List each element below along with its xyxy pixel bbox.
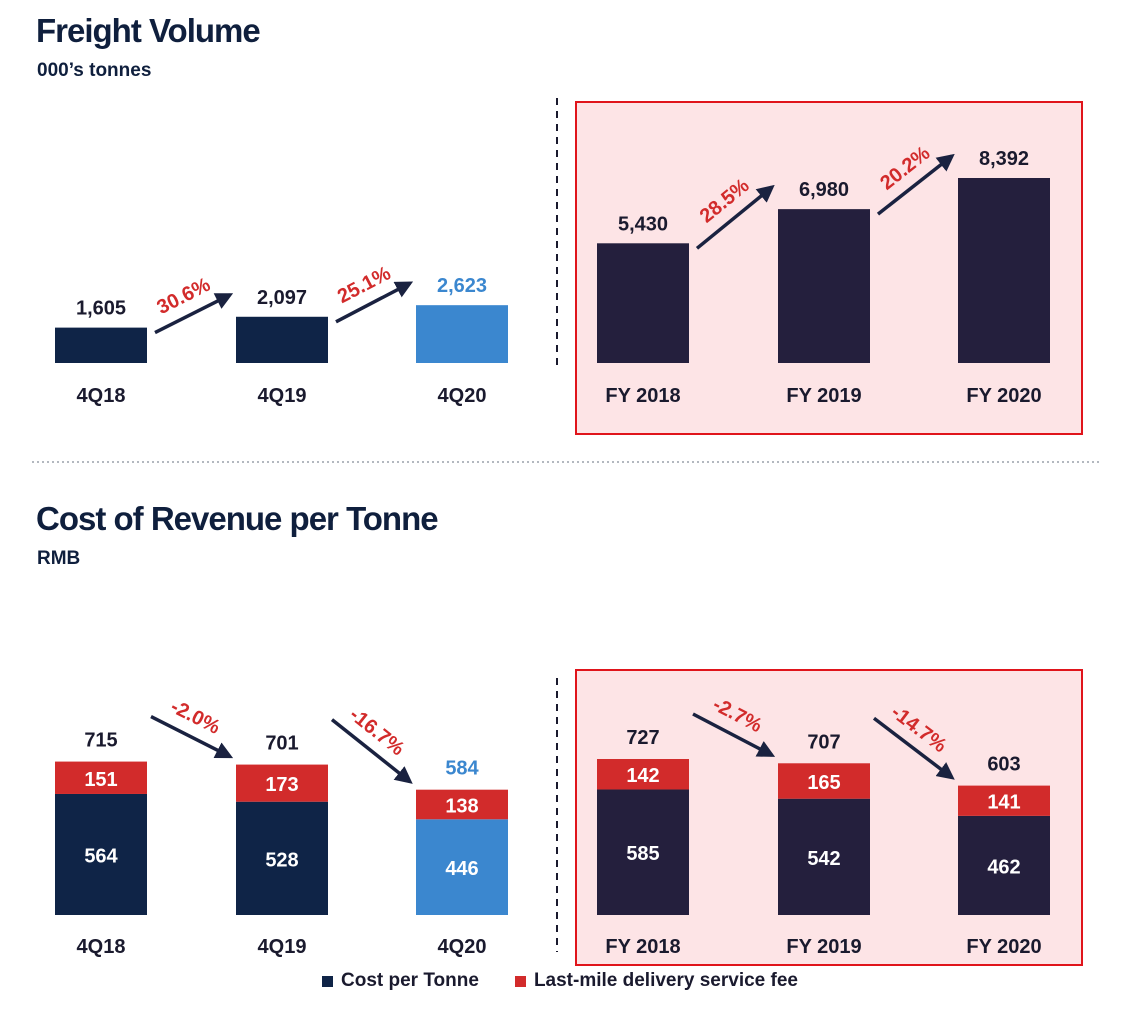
legend: Cost per Tonne Last-mile delivery servic…: [322, 970, 798, 992]
total-label: 584: [445, 758, 479, 780]
bar-last-mile: [416, 789, 508, 820]
bar: [416, 305, 508, 363]
segment-label: 564: [84, 845, 118, 867]
growth-label: 30.6%: [154, 274, 215, 319]
data-label: 5,430: [618, 213, 668, 235]
growth-label: 25.1%: [334, 262, 395, 308]
growth-label: -2.0%: [167, 696, 224, 739]
segment-label: 528: [265, 849, 298, 871]
total-label: 707: [807, 731, 840, 753]
growth-label: 28.5%: [696, 174, 754, 227]
category-label: FY 2018: [605, 936, 680, 958]
category-label: FY 2019: [786, 385, 861, 407]
bar-last-mile: [597, 759, 689, 790]
segment-label: 585: [626, 843, 659, 865]
growth-label: 20.2%: [876, 142, 934, 194]
growth-arrow: [872, 716, 955, 780]
growth-arrow: [335, 281, 414, 324]
growth-label: -2.7%: [709, 693, 766, 737]
segment-label: 165: [807, 772, 840, 794]
segment-label: 141: [987, 792, 1020, 814]
category-label: 4Q18: [77, 936, 126, 958]
category-label: FY 2018: [605, 385, 680, 407]
segment-label: 462: [987, 856, 1020, 878]
legend-item-last-mile: Last-mile delivery service fee: [514, 970, 798, 992]
data-label: 1,605: [76, 298, 126, 320]
bar-last-mile: [236, 764, 328, 802]
bar: [958, 178, 1050, 363]
segment-label: 142: [626, 765, 659, 787]
total-label: 701: [265, 733, 298, 755]
growth-arrow: [876, 153, 955, 216]
data-label: 8,392: [979, 148, 1029, 170]
bar: [55, 327, 147, 363]
bar-last-mile: [778, 763, 870, 799]
growth-arrow: [330, 718, 413, 784]
growth-arrow: [695, 184, 775, 250]
segment-label: 138: [445, 795, 478, 817]
bar-last-mile: [958, 785, 1050, 816]
cost-subtitle: RMB: [37, 548, 81, 569]
bar-cost-per-tonne: [236, 801, 328, 915]
total-label: 715: [84, 730, 117, 752]
legend-swatch-navy: [322, 975, 333, 987]
legend-swatch-red: [514, 975, 526, 987]
bar-cost-per-tonne: [55, 793, 147, 915]
category-label: 4Q20: [438, 385, 487, 407]
bar: [236, 316, 328, 363]
growth-arrow: [692, 712, 776, 757]
cost-title: Cost of Revenue per Tonne: [36, 500, 439, 537]
bar: [778, 209, 870, 363]
segment-label: 542: [807, 848, 840, 870]
segment-label: 173: [265, 774, 298, 796]
freight-title: Freight Volume: [36, 12, 261, 49]
bar: [597, 243, 689, 363]
freight-subtitle: 000’s tonnes: [37, 60, 152, 81]
total-label: 603: [987, 754, 1020, 776]
bar-cost-per-tonne: [778, 798, 870, 915]
data-label: 6,980: [799, 179, 849, 201]
growth-label: -14.7%: [887, 701, 951, 757]
legend-label-last-mile: Last-mile delivery service fee: [533, 970, 798, 991]
category-label: 4Q19: [258, 385, 307, 407]
bar-cost-per-tonne: [416, 819, 508, 915]
bar-cost-per-tonne: [958, 815, 1050, 915]
data-label: 2,097: [257, 287, 307, 309]
legend-label-cost-per-tonne: Cost per Tonne: [341, 970, 479, 991]
total-label: 727: [626, 727, 659, 749]
segment-label: 446: [445, 858, 478, 880]
legend-item-cost-per-tonne: Cost per Tonne: [322, 970, 479, 992]
segment-label: 151: [84, 769, 117, 791]
growth-arrow: [150, 715, 234, 759]
category-label: 4Q19: [258, 936, 307, 958]
growth-label: -16.7%: [345, 704, 408, 761]
data-label: 2,623: [437, 275, 487, 297]
bar-cost-per-tonne: [597, 789, 689, 915]
category-label: FY 2020: [966, 936, 1041, 958]
growth-arrow: [154, 293, 234, 335]
category-label: 4Q18: [77, 385, 126, 407]
bar-last-mile: [55, 761, 147, 794]
category-label: FY 2020: [966, 385, 1041, 407]
category-label: 4Q20: [438, 936, 487, 958]
category-label: FY 2019: [786, 936, 861, 958]
